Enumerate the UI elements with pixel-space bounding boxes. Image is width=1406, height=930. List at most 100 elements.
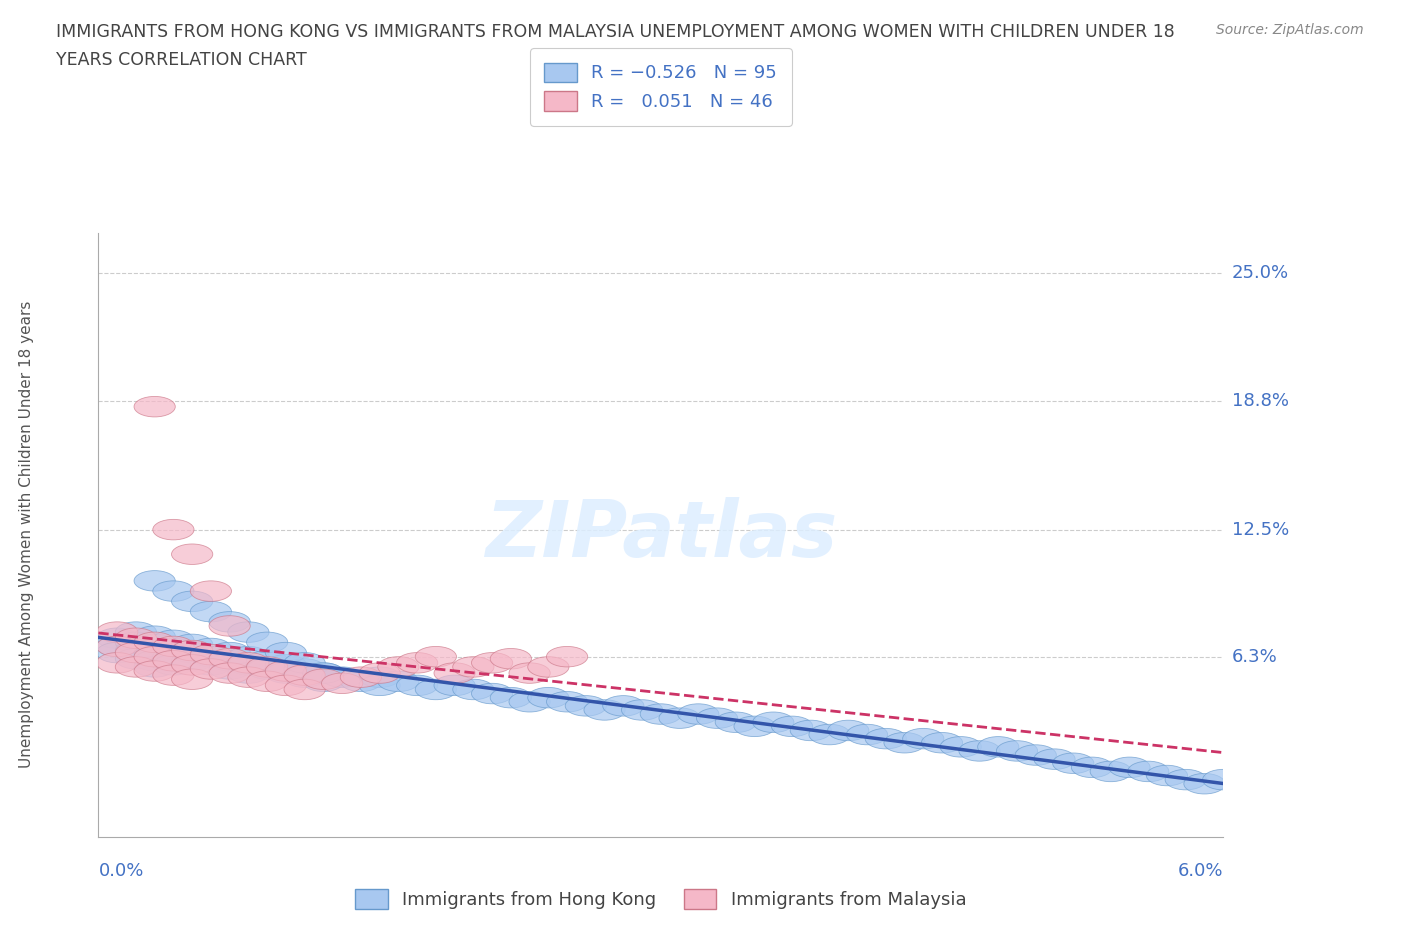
Ellipse shape	[453, 657, 494, 677]
Ellipse shape	[153, 665, 194, 685]
Ellipse shape	[1015, 745, 1056, 765]
Ellipse shape	[302, 669, 344, 689]
Text: Unemployment Among Women with Children Under 18 years: Unemployment Among Women with Children U…	[18, 301, 34, 768]
Ellipse shape	[172, 655, 212, 675]
Text: 25.0%: 25.0%	[1232, 264, 1289, 283]
Text: IMMIGRANTS FROM HONG KONG VS IMMIGRANTS FROM MALAYSIA UNEMPLOYMENT AMONG WOMEN W: IMMIGRANTS FROM HONG KONG VS IMMIGRANTS …	[56, 23, 1175, 41]
Ellipse shape	[547, 646, 588, 667]
Ellipse shape	[547, 692, 588, 712]
Ellipse shape	[134, 657, 176, 677]
Ellipse shape	[1109, 757, 1150, 777]
Ellipse shape	[97, 643, 138, 663]
Ellipse shape	[134, 626, 176, 646]
Ellipse shape	[153, 581, 194, 602]
Ellipse shape	[1128, 761, 1168, 782]
Ellipse shape	[134, 643, 176, 663]
Ellipse shape	[246, 650, 288, 671]
Ellipse shape	[134, 632, 176, 653]
Ellipse shape	[228, 653, 269, 673]
Ellipse shape	[378, 657, 419, 677]
Ellipse shape	[808, 724, 851, 745]
Ellipse shape	[153, 636, 194, 657]
Ellipse shape	[752, 712, 794, 733]
Ellipse shape	[322, 667, 363, 687]
Ellipse shape	[228, 622, 269, 643]
Ellipse shape	[153, 630, 194, 650]
Ellipse shape	[246, 657, 288, 677]
Ellipse shape	[302, 671, 344, 692]
Ellipse shape	[359, 675, 401, 696]
Ellipse shape	[172, 544, 212, 565]
Ellipse shape	[266, 655, 307, 675]
Ellipse shape	[828, 720, 869, 740]
Ellipse shape	[359, 663, 401, 684]
Ellipse shape	[396, 653, 437, 673]
Ellipse shape	[209, 658, 250, 679]
Ellipse shape	[190, 581, 232, 602]
Ellipse shape	[716, 712, 756, 733]
Ellipse shape	[284, 679, 325, 699]
Ellipse shape	[134, 661, 176, 682]
Ellipse shape	[1202, 769, 1244, 790]
Ellipse shape	[1071, 757, 1112, 777]
Ellipse shape	[172, 591, 212, 612]
Ellipse shape	[115, 643, 156, 663]
Ellipse shape	[340, 671, 381, 692]
Ellipse shape	[284, 665, 325, 685]
Ellipse shape	[190, 602, 232, 622]
Ellipse shape	[115, 632, 156, 653]
Ellipse shape	[471, 653, 513, 673]
Ellipse shape	[153, 655, 194, 675]
Ellipse shape	[921, 733, 963, 753]
Ellipse shape	[134, 650, 176, 671]
Ellipse shape	[302, 663, 344, 684]
Ellipse shape	[941, 737, 981, 757]
Ellipse shape	[266, 663, 307, 684]
Ellipse shape	[134, 571, 176, 591]
Text: 18.8%: 18.8%	[1232, 392, 1288, 409]
Ellipse shape	[228, 663, 269, 684]
Ellipse shape	[228, 667, 269, 687]
Ellipse shape	[153, 650, 194, 671]
Ellipse shape	[246, 632, 288, 653]
Ellipse shape	[115, 640, 156, 661]
Ellipse shape	[97, 636, 138, 657]
Ellipse shape	[115, 628, 156, 648]
Text: Source: ZipAtlas.com: Source: ZipAtlas.com	[1216, 23, 1364, 37]
Ellipse shape	[266, 643, 307, 663]
Ellipse shape	[190, 655, 232, 675]
Ellipse shape	[284, 667, 325, 687]
Ellipse shape	[134, 396, 176, 417]
Ellipse shape	[97, 622, 138, 643]
Ellipse shape	[603, 696, 644, 716]
Ellipse shape	[153, 638, 194, 658]
Ellipse shape	[1184, 774, 1225, 794]
Ellipse shape	[209, 650, 250, 671]
Ellipse shape	[491, 687, 531, 708]
Ellipse shape	[172, 640, 212, 661]
Ellipse shape	[1053, 753, 1094, 774]
Ellipse shape	[659, 708, 700, 728]
Ellipse shape	[434, 663, 475, 684]
Ellipse shape	[322, 673, 363, 694]
Ellipse shape	[415, 646, 457, 667]
Ellipse shape	[190, 658, 232, 679]
Ellipse shape	[1146, 765, 1188, 786]
Ellipse shape	[621, 699, 662, 720]
Ellipse shape	[434, 675, 475, 696]
Ellipse shape	[509, 663, 550, 684]
Ellipse shape	[115, 648, 156, 669]
Ellipse shape	[115, 622, 156, 643]
Ellipse shape	[977, 737, 1019, 757]
Ellipse shape	[115, 657, 156, 677]
Ellipse shape	[509, 692, 550, 712]
Ellipse shape	[1090, 761, 1132, 782]
Ellipse shape	[246, 671, 288, 692]
Ellipse shape	[846, 724, 887, 745]
Ellipse shape	[97, 636, 138, 657]
Ellipse shape	[246, 658, 288, 679]
Ellipse shape	[172, 650, 212, 671]
Ellipse shape	[772, 716, 813, 737]
Ellipse shape	[903, 728, 943, 749]
Ellipse shape	[209, 612, 250, 632]
